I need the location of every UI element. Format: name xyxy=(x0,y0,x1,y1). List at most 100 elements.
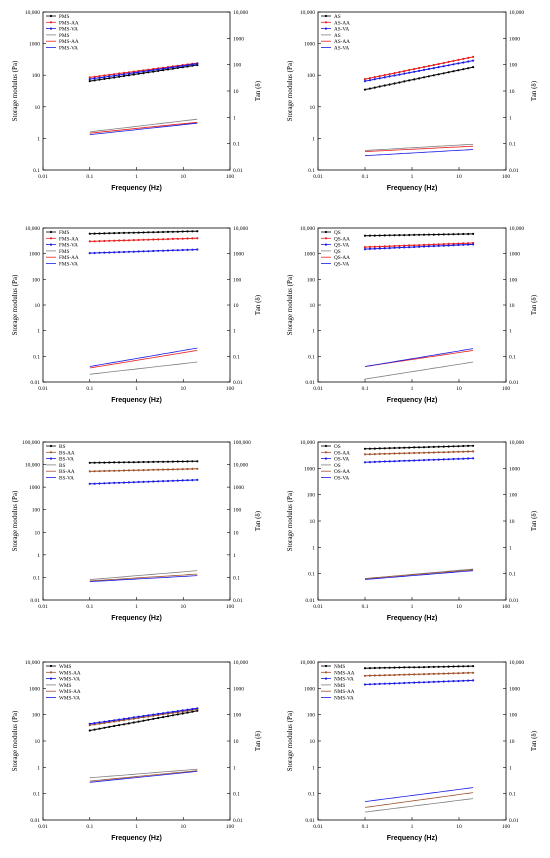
data-point xyxy=(132,716,135,719)
series-line xyxy=(364,361,474,380)
y-tick-label: 10,000 xyxy=(300,440,315,446)
data-point xyxy=(403,681,406,685)
data-point xyxy=(98,482,101,485)
series-line xyxy=(364,145,474,152)
data-point xyxy=(142,480,145,483)
data-point xyxy=(368,674,371,677)
x-tick-label: 1 xyxy=(411,174,414,180)
y-tick-label: 10,000 xyxy=(300,660,315,666)
data-point xyxy=(472,444,475,447)
data-point xyxy=(191,237,194,240)
data-point xyxy=(118,718,121,721)
x-tick-label: 1 xyxy=(411,386,414,392)
data-point xyxy=(388,682,391,685)
y2-tick-label: 0.1 xyxy=(233,575,240,581)
data-point xyxy=(413,673,416,676)
chart-panel-2: 0.01 0.1 1 10 1000.1110100100010,0000.010.11… xyxy=(286,10,538,192)
y2-tick-label: 10 xyxy=(233,303,239,309)
y-axis-title: Storage modulus (Pa) xyxy=(286,490,294,551)
data-point xyxy=(432,445,435,448)
legend-marker xyxy=(324,14,328,18)
data-point xyxy=(403,72,406,75)
data-point xyxy=(378,234,381,237)
series-fms-tan xyxy=(89,361,198,375)
data-point xyxy=(393,673,396,677)
data-point xyxy=(368,77,371,80)
x-tick-label: 0.1 xyxy=(86,824,93,830)
y-tick-label: 1000 xyxy=(29,252,40,258)
data-point xyxy=(418,681,421,684)
data-point xyxy=(166,230,170,233)
legend-entry: NMS xyxy=(321,683,345,689)
data-point xyxy=(363,453,367,456)
legend-entry: BS-VA xyxy=(46,476,74,482)
x-tick-label: 1 xyxy=(135,604,138,610)
x-axis-title: Frequency (Hz) xyxy=(387,835,438,842)
x-tick-label: 10 xyxy=(181,604,187,610)
data-point xyxy=(113,251,116,254)
y-tick-label: 0.1 xyxy=(308,572,315,578)
data-point xyxy=(432,451,435,454)
y2-tick-label: 1 xyxy=(509,115,512,121)
series-wms-modulus xyxy=(88,709,199,732)
data-point xyxy=(408,673,411,676)
data-point xyxy=(388,73,391,76)
data-point xyxy=(427,243,430,246)
data-point xyxy=(186,711,189,714)
series-line xyxy=(364,570,474,580)
series-line xyxy=(364,149,474,157)
data-point xyxy=(147,718,150,721)
legend-label: BS-AA xyxy=(59,450,75,456)
data-point xyxy=(408,68,411,72)
data-point xyxy=(467,671,470,675)
x-tick-label: 100 xyxy=(226,174,235,180)
y2-tick-label: 0.01 xyxy=(509,818,519,824)
data-point xyxy=(383,84,386,87)
data-point xyxy=(383,245,386,248)
data-point xyxy=(472,66,475,69)
legend-label: OS xyxy=(334,463,341,469)
data-point xyxy=(432,63,435,67)
legend-marker xyxy=(49,21,53,24)
y-tick-label: 10,000 xyxy=(300,226,315,232)
data-point xyxy=(467,665,470,668)
x-tick-label: 100 xyxy=(226,386,235,392)
data-point xyxy=(118,251,121,254)
series-pms-va-tan xyxy=(89,122,198,135)
data-point xyxy=(418,244,421,247)
data-point xyxy=(93,470,96,473)
series-as-aa-tan xyxy=(364,145,474,152)
data-point xyxy=(93,482,96,485)
data-point xyxy=(437,665,440,668)
data-point xyxy=(427,233,430,236)
series-bs-tan xyxy=(89,570,198,580)
data-point xyxy=(186,64,189,67)
legend-entry: FMS-VA xyxy=(46,262,78,268)
data-point xyxy=(137,238,140,242)
legend-entry: OS-VA xyxy=(321,476,349,482)
data-point xyxy=(378,85,381,88)
data-point xyxy=(403,459,406,462)
data-point xyxy=(398,673,401,676)
data-point xyxy=(176,230,179,233)
series-line xyxy=(364,798,474,813)
x-tick-label: 0.1 xyxy=(362,386,369,392)
data-point xyxy=(142,72,145,75)
y-tick-label: 0.01 xyxy=(305,598,315,604)
legend-label: FMS-AA xyxy=(59,255,79,261)
y-tick-label: 100 xyxy=(32,73,41,79)
y-axis-title: Storage modulus (Pa) xyxy=(11,274,19,335)
y-tick-label: 10 xyxy=(35,739,41,745)
data-point xyxy=(462,68,465,71)
legend-label: WMS-AA xyxy=(59,689,81,695)
y2-tick-label: 100,000 xyxy=(233,440,251,446)
data-point xyxy=(373,453,376,456)
legend-entry: NMS-AA xyxy=(321,689,355,695)
series-fms-va-modulus xyxy=(88,248,199,255)
series-line xyxy=(364,348,474,367)
series-os-aa-tan xyxy=(364,569,474,579)
data-point xyxy=(176,65,179,68)
data-point xyxy=(452,70,455,73)
legend-entry: OS xyxy=(321,463,341,469)
